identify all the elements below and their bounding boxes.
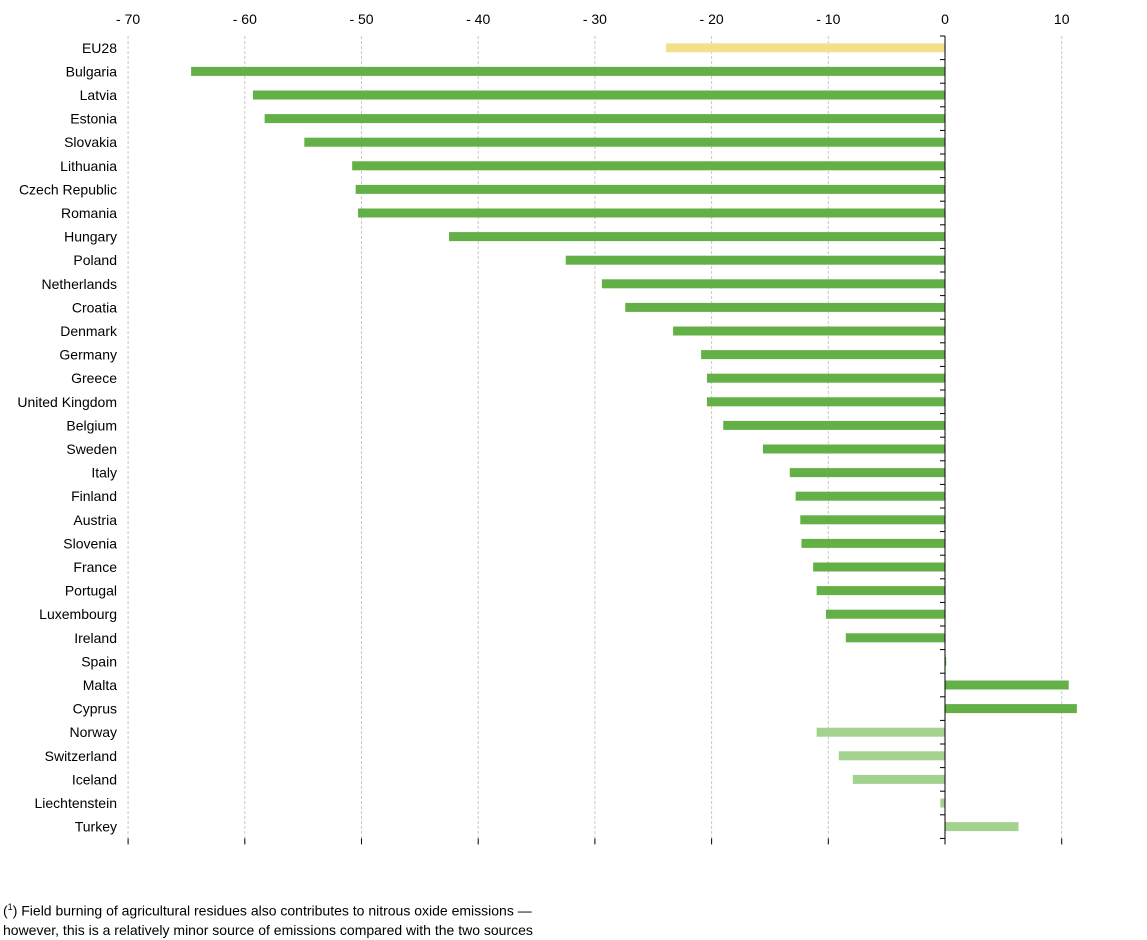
category-label: Portugal [65, 583, 117, 599]
bar [762, 444, 945, 454]
bar [723, 420, 945, 430]
category-label: Luxembourg [39, 606, 117, 622]
bar [191, 66, 946, 76]
category-label: Cyprus [73, 701, 117, 717]
bar [813, 562, 945, 572]
category-label: Czech Republic [19, 181, 117, 197]
category-label: Latvia [80, 87, 118, 103]
category-label: Slovakia [64, 134, 117, 150]
category-label: Hungary [64, 229, 117, 245]
x-tick-label: - 70 [116, 11, 140, 27]
bar [625, 302, 945, 312]
category-label: Sweden [66, 441, 117, 457]
category-label: Romania [61, 205, 117, 221]
bar [264, 114, 945, 124]
x-tick-label: - 50 [349, 11, 373, 27]
bar [789, 468, 945, 478]
bar [838, 751, 945, 761]
category-label: Finland [71, 488, 117, 504]
bar [357, 208, 945, 218]
bar [800, 515, 945, 525]
category-label: Italy [91, 465, 117, 481]
category-label: Bulgaria [66, 63, 118, 79]
bar [601, 279, 945, 289]
category-label: Estonia [70, 111, 117, 127]
category-label: Denmark [60, 323, 118, 339]
x-tick-label: 0 [941, 11, 949, 27]
category-label: Netherlands [42, 276, 118, 292]
bar [352, 161, 945, 171]
category-label: Ireland [74, 630, 117, 646]
category-label: Switzerland [45, 748, 117, 764]
bar [701, 350, 945, 360]
bar [565, 255, 945, 265]
footnote: (1) Field burning of agricultural residu… [3, 902, 533, 938]
bar [852, 774, 945, 784]
category-label: Poland [73, 252, 117, 268]
x-tick-label: - 40 [466, 11, 490, 27]
category-label: Croatia [72, 299, 117, 315]
bar [795, 491, 945, 501]
bar [673, 326, 945, 336]
bar [825, 609, 945, 619]
x-tick-label: - 10 [816, 11, 840, 27]
category-label: Liechtenstein [34, 795, 117, 811]
category-label: Lithuania [60, 158, 117, 174]
footnote-marker: 1 [7, 902, 13, 912]
bar [706, 397, 945, 407]
x-tick-label: - 30 [583, 11, 607, 27]
category-label: Slovenia [63, 535, 117, 551]
bar [449, 232, 945, 242]
bar [945, 680, 1069, 690]
category-label: Belgium [66, 417, 117, 433]
bar [666, 43, 945, 53]
bar [252, 90, 945, 100]
category-label: EU28 [82, 40, 117, 56]
category-label: Spain [81, 653, 117, 669]
bar [706, 373, 945, 383]
category-label: Norway [70, 724, 117, 740]
bar-chart: - 70 - 60 - 50 - 40 - 30 - 20 - 10 0 10 EU28 Bulga… [17, 11, 1077, 845]
category-label: France [73, 559, 117, 575]
bar [945, 704, 1077, 714]
x-tick-label: - 20 [700, 11, 724, 27]
bar [816, 586, 945, 596]
bar [304, 137, 945, 147]
x-tick-label: 10 [1054, 11, 1070, 27]
footnote-text: Field burning of agricultural residues a… [3, 902, 533, 938]
category-label: Iceland [72, 771, 117, 787]
category-label: Germany [59, 347, 117, 363]
category-label: United Kingdom [17, 394, 117, 410]
bar [940, 798, 945, 808]
bar [945, 656, 947, 666]
x-tick-label: - 60 [233, 11, 257, 27]
bar [801, 538, 945, 548]
bar [816, 727, 945, 737]
category-label: Malta [83, 677, 117, 693]
category-label: Turkey [75, 819, 117, 835]
bar [945, 822, 1019, 832]
bar [355, 184, 945, 194]
category-label: Austria [73, 512, 117, 528]
category-label: Greece [71, 370, 117, 386]
bar [845, 633, 945, 643]
